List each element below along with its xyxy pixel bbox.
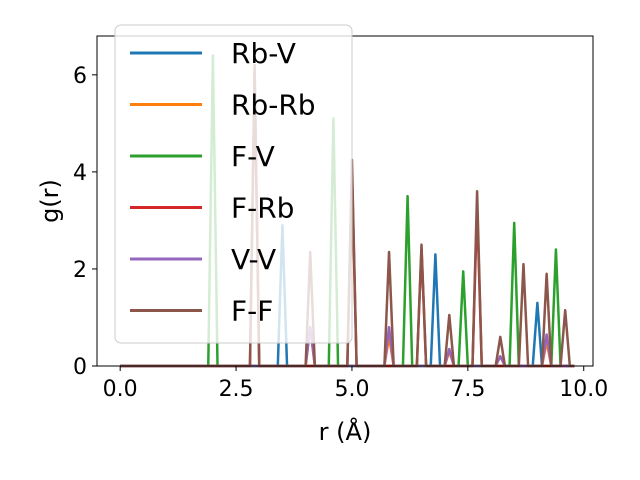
legend-label-rb-v: Rb-V (231, 37, 296, 70)
legend-label-v-v: V-V (231, 243, 276, 276)
legend-label-f-rb: F-Rb (231, 192, 294, 225)
x-tick-label: 7.5 (450, 377, 485, 402)
y-axis-label: g(r) (36, 179, 64, 223)
y-tick-label: 4 (73, 161, 87, 186)
y-tick-label: 6 (73, 64, 87, 89)
legend-label-rb-rb: Rb-Rb (231, 89, 316, 122)
legend-label-f-f: F-F (231, 295, 273, 328)
legend-items: Rb-V Rb-Rb F-V F-Rb V-V F-F (130, 37, 316, 328)
y-axis: 0 2 4 6 (73, 64, 97, 380)
x-tick-label: 10.0 (559, 377, 608, 402)
x-axis: 0.0 2.5 5.0 7.5 10.0 (103, 366, 608, 402)
legend-label-f-v: F-V (231, 140, 275, 173)
legend: Rb-V Rb-Rb F-V F-Rb V-V F-F (114, 24, 353, 344)
x-tick-label: 0.0 (103, 377, 138, 402)
x-tick-label: 5.0 (334, 377, 369, 402)
x-tick-label: 2.5 (219, 377, 254, 402)
x-axis-label: r (Å) (319, 417, 372, 446)
y-tick-label: 0 (73, 355, 87, 380)
y-tick-label: 2 (73, 258, 87, 283)
